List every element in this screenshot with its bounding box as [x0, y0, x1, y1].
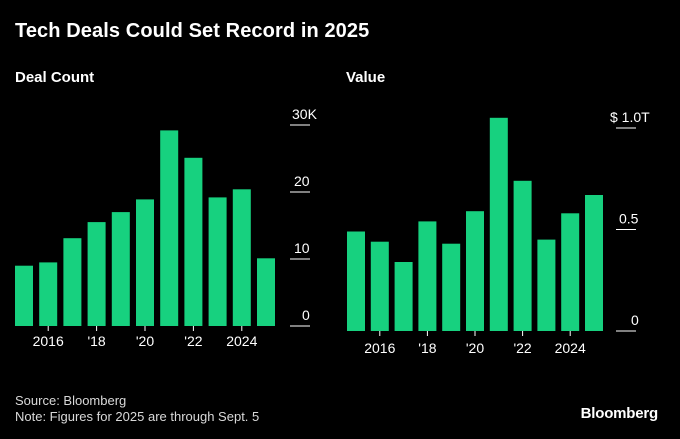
value-xtick-label: 2024 — [555, 340, 586, 356]
deal-count-xtick-label: '20 — [136, 333, 154, 349]
value-bar-2016 — [370, 241, 389, 331]
deal-count-ytick-label: 20 — [294, 173, 310, 189]
deal-count-bar-2024 — [232, 189, 251, 326]
value-xtick-label: '22 — [513, 340, 531, 356]
deal-count-xtick-label: 2016 — [33, 333, 64, 349]
deal-count-bar-2016 — [39, 262, 58, 326]
deal-count-bar-2015 — [15, 265, 33, 326]
value-bar-2025 — [585, 195, 603, 331]
value-xtick-label: '18 — [418, 340, 436, 356]
value-panel-title: Value — [346, 69, 386, 86]
deal-count-bar-2019 — [111, 212, 130, 326]
value-ytick-label: $ 1.0T — [610, 109, 650, 125]
deal-count-xtick-label: '18 — [87, 333, 105, 349]
value-bar-2018 — [418, 221, 437, 331]
value-ytick-label: 0 — [631, 312, 639, 328]
value-bar-2017 — [394, 262, 413, 331]
footnote: Note: Figures for 2025 are through Sept.… — [15, 409, 260, 424]
chart-title: Tech Deals Could Set Record in 2025 — [15, 20, 370, 42]
bloomberg-logo: Bloomberg — [580, 405, 659, 422]
deal-count-bar-2022 — [184, 157, 203, 326]
value-bar-2023 — [537, 239, 556, 331]
deal-count-xtick-label: '22 — [184, 333, 202, 349]
value-bar-2015 — [347, 231, 365, 331]
deal-count-bar-2018 — [87, 222, 106, 326]
deal-count-bar-2017 — [63, 238, 82, 326]
source-note: Source: Bloomberg — [15, 393, 127, 408]
deal-count-bar-2023 — [208, 197, 227, 326]
deal-count-bar-2020 — [136, 199, 154, 326]
value-bar-2019 — [442, 243, 461, 331]
value-xtick-label: 2016 — [364, 340, 395, 356]
deal-count-panel-title: Deal Count — [15, 69, 95, 86]
value-bar-2021 — [489, 117, 508, 331]
deal-count-ytick-label: 30K — [292, 106, 318, 122]
value-bar-2022 — [513, 180, 532, 331]
deal-count-xtick-label: 2024 — [226, 333, 257, 349]
deal-count-bar-2025 — [257, 258, 275, 326]
value-ytick-label: 0.5 — [619, 211, 639, 227]
value-bar-2020 — [466, 211, 484, 331]
deal-count-ytick-label: 0 — [302, 307, 310, 323]
deal-count-bar-2021 — [160, 130, 179, 326]
value-xtick-label: '20 — [466, 340, 484, 356]
value-bar-2024 — [561, 213, 580, 331]
deal-count-ytick-label: 10 — [294, 240, 310, 256]
